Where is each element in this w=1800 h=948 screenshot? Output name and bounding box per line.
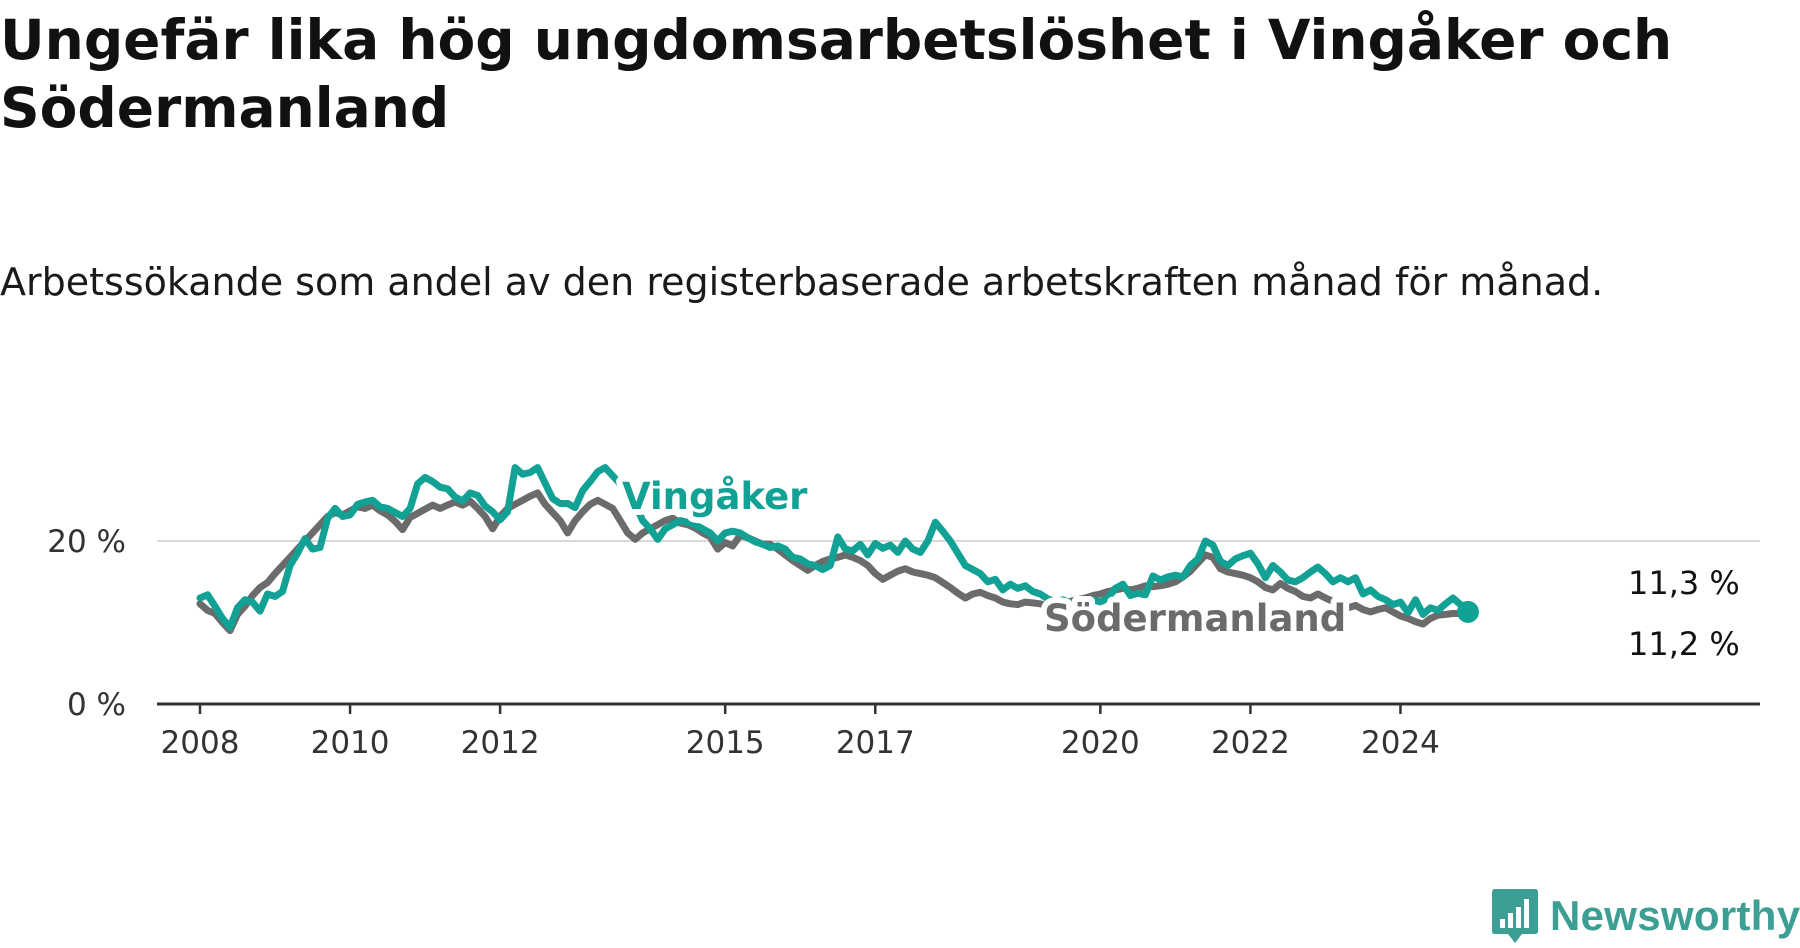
x-tick-label: 2015 <box>686 725 765 761</box>
series-label-vingaker: Vingåker <box>622 475 808 518</box>
newsworthy-logo: Newsworthy <box>1490 888 1800 944</box>
x-tick-label: 2012 <box>461 725 540 761</box>
x-tick-label: 2008 <box>161 725 240 761</box>
line-chart: 0 % 20 % 2008 2010 2012 2015 2017 2020 2022 2024 V… <box>47 464 1760 761</box>
x-tick-label: 2017 <box>836 725 915 761</box>
end-value-sodermanland: 11,2 % <box>1628 625 1740 663</box>
chart-title: Ungefär lika hög ungdomsarbetslöshet i V… <box>0 8 1673 140</box>
series-label-vingaker-halo: Vingåker <box>622 475 808 518</box>
series-line-vingaker <box>196 464 1472 631</box>
chart-labels: 0 % 20 % 2008 2010 2012 2015 2017 2020 2022 2024 V… <box>47 469 1740 761</box>
series-end-marker <box>1457 600 1479 623</box>
series-label-sodermanland-halo: Södermanland <box>1044 597 1346 640</box>
y-tick-label: 0 % <box>67 687 126 723</box>
brand-name: Newsworthy <box>1550 892 1800 939</box>
bar-chart-speech-bubble-icon <box>1492 889 1538 943</box>
series-lines <box>196 464 1479 635</box>
x-tick-label: 2010 <box>311 725 390 761</box>
x-tick-label: 2020 <box>1061 725 1140 761</box>
x-tick-label: 2024 <box>1361 725 1440 761</box>
x-axis <box>157 702 1760 714</box>
chart-subtitle: Arbetssökande som andel av den registerb… <box>0 260 1604 304</box>
series-label-sodermanland: Södermanland <box>1044 597 1346 640</box>
x-tick-label: 2022 <box>1211 725 1290 761</box>
end-value-vingaker: 11,3 % <box>1628 564 1740 602</box>
y-tick-label: 20 % <box>47 524 126 560</box>
